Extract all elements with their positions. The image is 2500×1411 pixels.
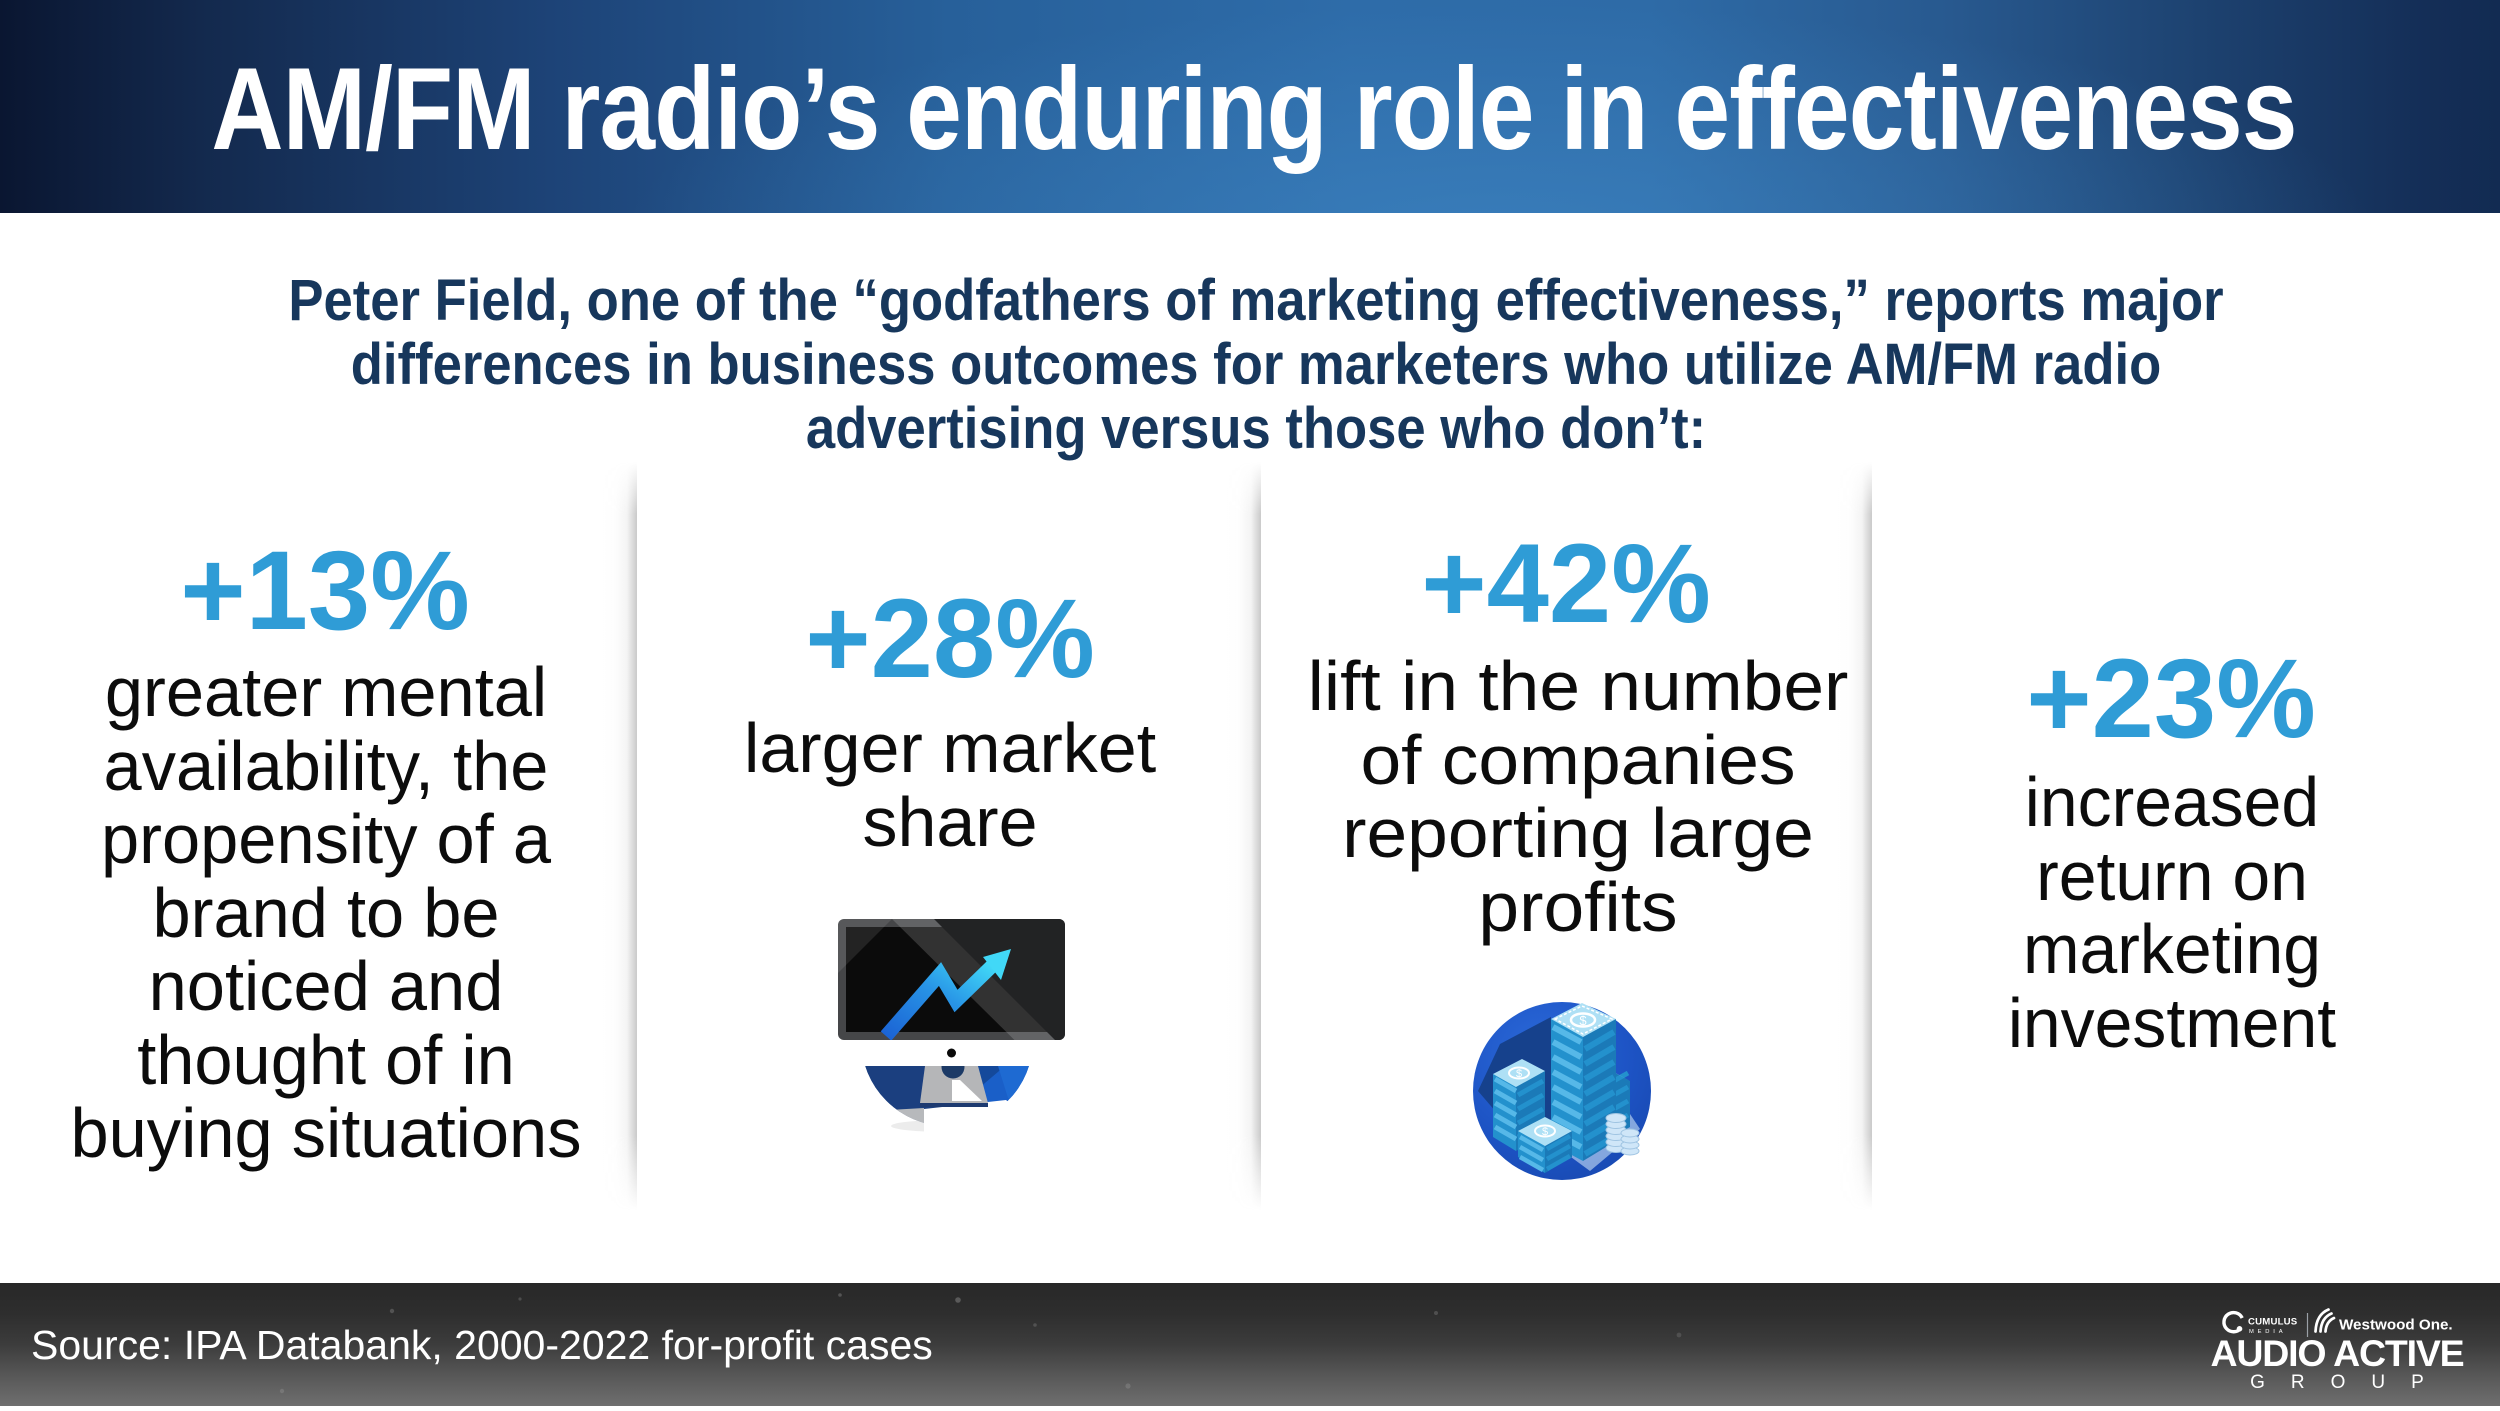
svg-text:AUDIO ACTIVE: AUDIO ACTIVE <box>2211 1332 2464 1374</box>
svg-text:CUMULUS: CUMULUS <box>2248 1317 2298 1328</box>
svg-text:$: $ <box>1516 1068 1522 1080</box>
svg-text:$: $ <box>1542 1126 1548 1138</box>
svg-text:GROUP: GROUP <box>2250 1372 2450 1393</box>
svg-text:Westwood One.: Westwood One. <box>2339 1317 2453 1334</box>
svg-text:$: $ <box>1579 1013 1587 1028</box>
svg-text:MEDIA: MEDIA <box>2249 1329 2286 1335</box>
